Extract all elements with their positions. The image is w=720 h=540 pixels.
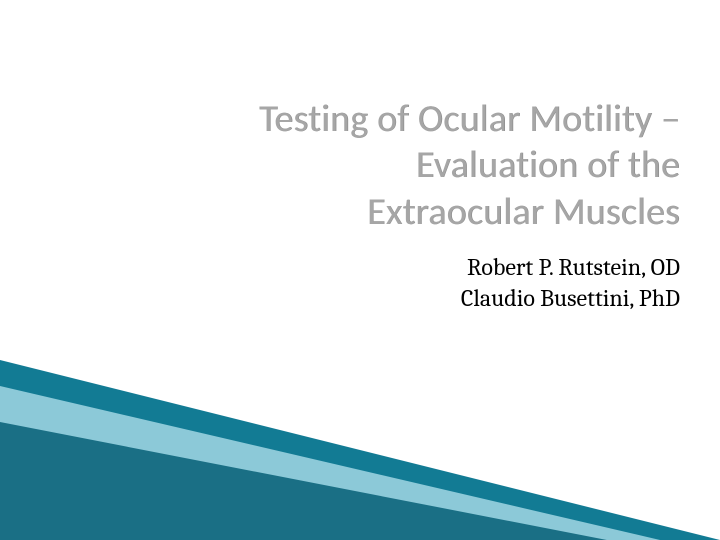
slide-authors: Robert P. Rutstein, OD Claudio Busettini… [180,252,680,314]
author-line-1: Robert P. Rutstein, OD [180,252,680,283]
slide-title: Testing of Ocular Motility – Evaluation … [80,96,680,235]
title-line-2: Evaluation of the [80,142,680,188]
decorative-wedge [0,340,720,540]
title-line-1: Testing of Ocular Motility – [80,96,680,142]
wedge-dark-overlay-shape [0,422,720,540]
slide: Testing of Ocular Motility – Evaluation … [0,0,720,540]
title-line-3: Extraocular Muscles [80,189,680,235]
author-line-2: Claudio Busettini, PhD [180,283,680,314]
